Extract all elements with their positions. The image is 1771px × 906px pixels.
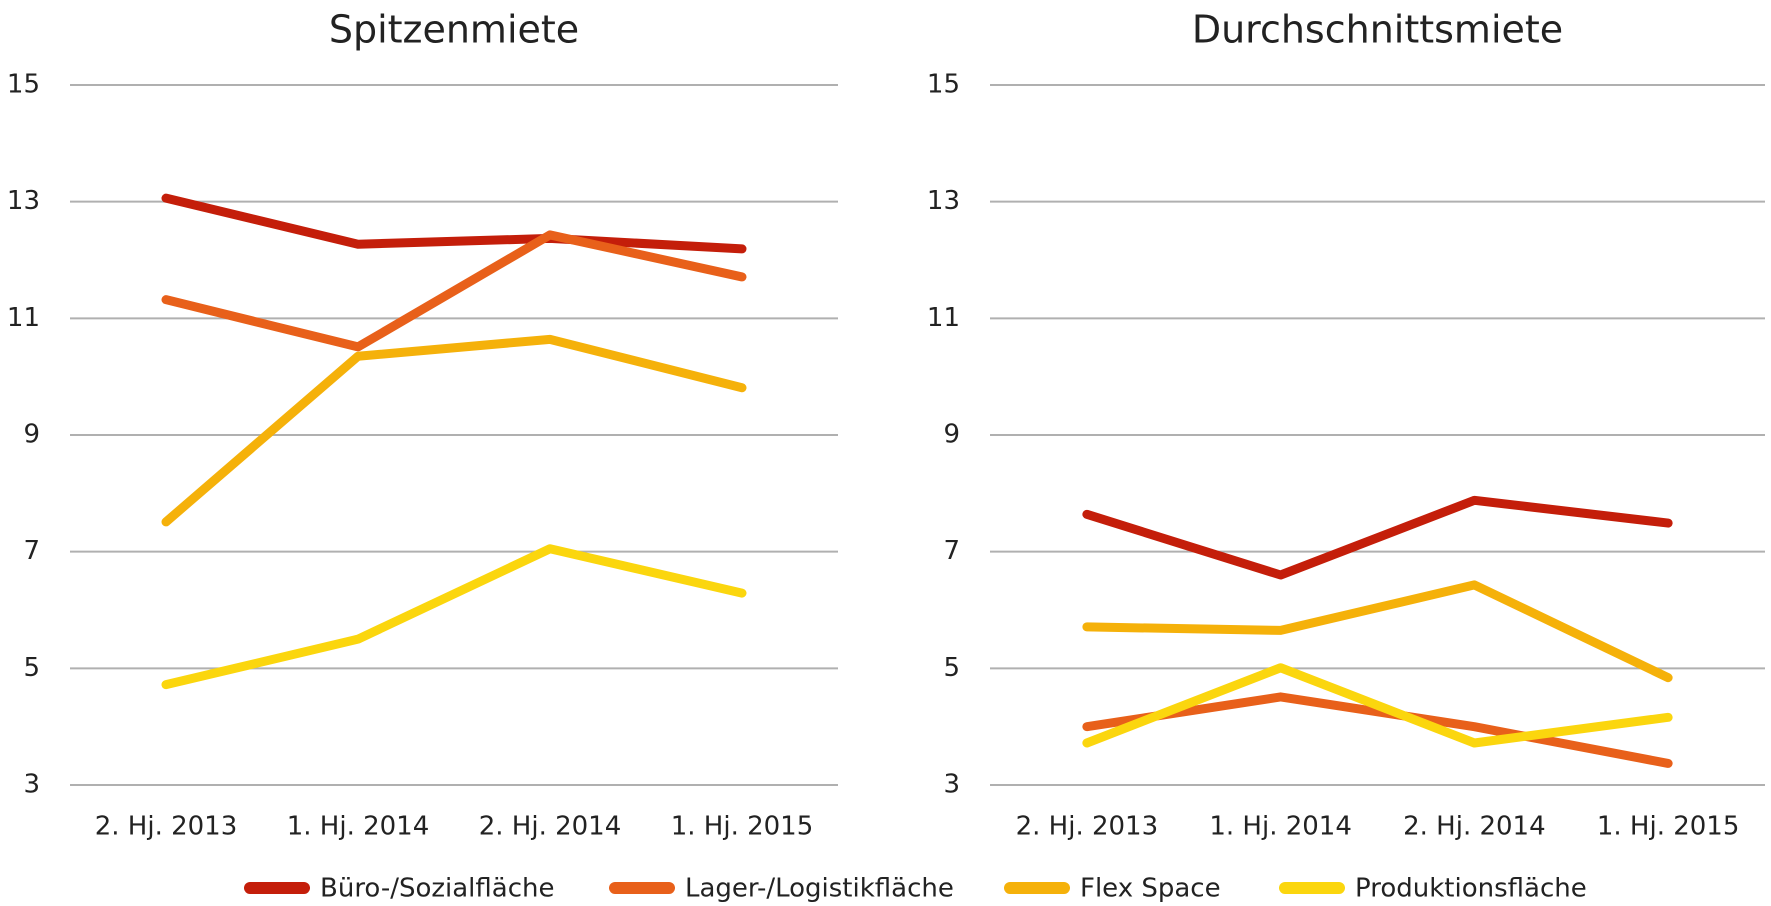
y-tick-label: 15 — [7, 70, 40, 100]
x-tick-label: 1. Hj. 2014 — [287, 812, 430, 842]
x-tick-label: 2. Hj. 2014 — [1403, 812, 1546, 842]
x-tick-label: 2. Hj. 2013 — [1016, 812, 1159, 842]
series-line — [1082, 495, 1673, 580]
y-tick-label: 9 — [23, 420, 40, 450]
legend-label: Lager-/Logistikfläche — [685, 874, 954, 904]
series-line — [161, 334, 747, 527]
x-tick-label: 2. Hj. 2013 — [95, 812, 238, 842]
y-tick-label: 7 — [23, 536, 40, 566]
chart-title: Durchschnittsmiete — [1192, 8, 1563, 52]
x-tick-label: 1. Hj. 2014 — [1209, 812, 1352, 842]
y-tick-label: 15 — [927, 70, 960, 100]
legend-label: Büro-/Sozialfläche — [320, 874, 554, 904]
legend-label: Flex Space — [1080, 874, 1221, 904]
chart-title: Spitzenmiete — [329, 8, 579, 52]
series-line — [1082, 580, 1673, 683]
y-tick-label: 3 — [23, 770, 40, 800]
series-line — [1082, 692, 1673, 768]
y-tick-label: 5 — [943, 653, 960, 683]
x-tick-label: 1. Hj. 2015 — [671, 812, 814, 842]
y-tick-label: 7 — [943, 536, 960, 566]
y-tick-label: 13 — [7, 186, 40, 216]
series-line — [161, 544, 747, 690]
y-tick-label: 3 — [943, 770, 960, 800]
y-tick-label: 5 — [23, 653, 40, 683]
y-tick-label: 11 — [927, 303, 960, 333]
y-tick-label: 13 — [927, 186, 960, 216]
y-tick-label: 11 — [7, 303, 40, 333]
series-line — [161, 193, 747, 254]
x-tick-label: 1. Hj. 2015 — [1597, 812, 1740, 842]
series-line — [161, 230, 747, 352]
series-line — [1082, 663, 1673, 748]
x-tick-label: 2. Hj. 2014 — [479, 812, 622, 842]
legend-label: Produktionsfläche — [1355, 874, 1587, 904]
y-tick-label: 9 — [943, 420, 960, 450]
